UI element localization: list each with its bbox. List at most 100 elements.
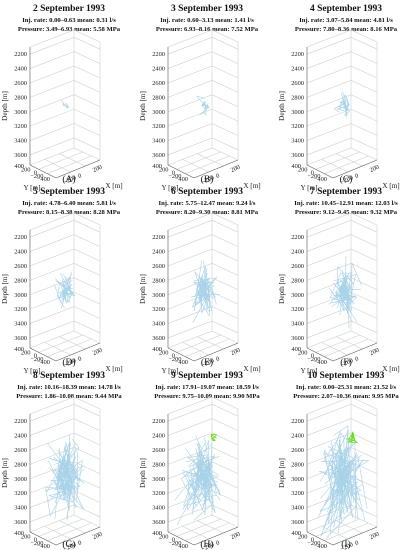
y-axis-label: Y [m] [300,184,317,192]
event-trace [66,464,76,519]
y-tick-label: −400 [314,176,327,183]
plot-svg: 3 September 1993 Inj. rate: 0.60–3.13 mea… [139,4,261,192]
grid-top-edge [29,212,101,231]
event-trace [340,295,344,304]
event-trace [337,484,345,506]
depth-tick-label: 3400 [291,321,304,328]
grid-line [306,432,378,451]
event-trace [44,484,68,491]
depth-tick-label: 3000 [291,292,304,299]
grid-top-edge [29,29,101,48]
event-trace [334,104,343,109]
event-trace [196,95,204,105]
event-cloud [174,435,221,525]
depth-tick-label: 3600 [291,152,304,159]
y-tick-label: 200 [298,166,308,173]
plot-svg: 2 September 1993 Inj. rate: 0.00–0.63 mea… [1,4,123,192]
grid-line [29,403,101,422]
event-cloud [333,91,350,118]
y-tick-label: 0 [172,170,175,177]
event-trace [204,103,209,114]
depth-tick-label: 2400 [152,433,165,440]
plot-panel: 4 September 1993 Inj. rate: 3.07–5.84 mea… [277,0,415,192]
y-tick-label: −200 [30,356,43,363]
event-trace [201,295,209,314]
grid-line [306,291,378,310]
event-trace [342,461,354,483]
injection-rate-line: Inj. rate: 10.16–18.39 mean: 14.78 l/s [17,384,121,391]
new-event-cloud [210,433,218,441]
event-trace [346,281,350,329]
y-tick-label: 0 [311,353,314,360]
event-trace [70,294,72,299]
event-trace [65,443,71,465]
depth-tick-label: 2200 [14,234,27,241]
plot-svg: 8 September 1993 Inj. rate: 10.16–18.39 m… [1,371,123,550]
pressure-line: Pressure: 9.12–9.45 mean: 9.32 MPa [295,209,398,216]
subfigure-label: (I) [341,539,351,550]
grid-line [29,123,101,141]
event-trace [347,462,349,466]
event-trace [187,482,190,511]
event-trace [194,460,204,469]
depth-tick-label: 3000 [152,476,165,483]
event-trace [196,95,205,99]
grid-line [306,80,378,98]
x-axis-line [193,159,239,179]
event-trace [336,472,344,479]
event-trace [192,294,212,308]
injection-rate-line: Inj. rate: 5.75–12.47 mean: 9.24 l/s [159,200,256,207]
depth-tick-label: 3400 [14,138,27,145]
y-tick-label: −200 [307,173,320,180]
grid-line [306,123,378,141]
event-trace [327,483,356,515]
grid-line [167,219,239,238]
event-trace [50,479,72,492]
event-trace [205,466,212,471]
event-trace [202,496,207,506]
depth-tick-label: 2600 [152,263,165,270]
event-trace [343,97,347,114]
plot-svg: 7 September 1993 Inj. rate: 10.45–12.91 m… [278,187,400,375]
event-trace [333,464,342,471]
depth-tick-label: 3600 [14,152,27,159]
x-tick-label: −200 [339,174,354,186]
pressure-line: Pressure: 6.93–8.16 mean: 7.52 MPa [156,26,259,33]
panel-title: 10 September 1993 [308,371,385,381]
event-trace [62,442,67,488]
grid-line [176,334,221,353]
y-tick-label: 400 [152,346,162,353]
grid-line [167,108,239,127]
event-trace [209,281,217,305]
grid-line [306,263,378,281]
grid-line [324,522,369,541]
x-tick-label: 200 [92,347,104,357]
y-tick-label: 0 [311,537,314,544]
event-trace [200,286,203,304]
grid-line [59,153,86,167]
event-trace [205,456,215,469]
depth-tick-label: 3000 [291,109,304,116]
injection-rate-line: Inj. rate: 0.60–3.13 mean: 1.41 l/s [160,17,254,24]
depth-tick-label: 2200 [152,51,165,58]
grid-line [29,219,101,238]
event-trace [61,100,65,106]
y-tick-label: 0 [172,353,175,360]
event-trace [354,459,364,472]
y-tick-label: 200 [298,349,308,356]
y-axis-label: Y [m] [161,184,178,192]
y-tick-label: 200 [21,166,31,173]
depth-tick-label: 3600 [152,335,165,342]
event-trace [191,289,200,308]
grid-line [306,36,378,55]
depth-tick-label: 3200 [291,490,304,497]
event-trace [203,288,213,311]
depth-tick-label: 2400 [152,249,165,256]
event-trace [57,487,77,490]
new-event-trace [348,437,351,443]
grid-line [29,490,101,508]
y-axis-line [167,164,195,179]
y-tick-label: −400 [37,543,50,550]
depth-axis-label: Depth [m] [1,458,9,488]
depth-tick-label: 3600 [152,519,165,526]
